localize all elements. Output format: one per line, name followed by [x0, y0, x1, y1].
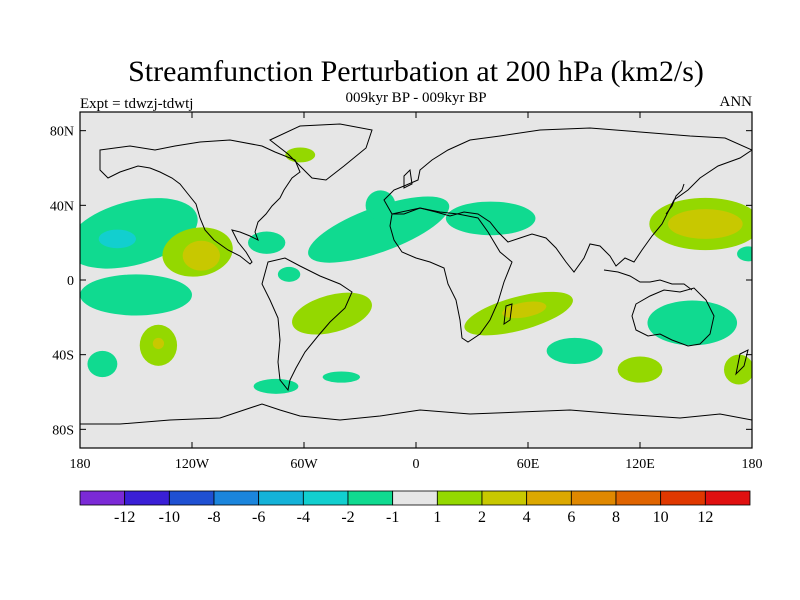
colorbar-label-5: -2	[341, 509, 354, 526]
colorbar-box-8	[436, 490, 483, 506]
colorbar-label-13: 12	[697, 509, 713, 526]
plot-background	[80, 112, 752, 448]
anomaly-region-14	[87, 350, 118, 378]
colorbar-label-9: 4	[523, 509, 531, 526]
colorbar-box-2	[168, 490, 215, 506]
colorbar-box-13	[660, 490, 706, 506]
colorbar-box-10	[526, 490, 572, 506]
x-tick-label-3: 0	[413, 457, 420, 472]
anomaly-region-18	[502, 301, 547, 319]
x-tick-label-5: 120E	[625, 457, 655, 472]
anomaly-region-7	[308, 196, 450, 263]
anomaly-region-3	[182, 240, 220, 271]
anomaly-region-10	[285, 147, 316, 163]
colorbar-label-6: -1	[386, 509, 399, 526]
anomaly-region-1	[98, 229, 136, 249]
y-tick-label-1: 40N	[50, 199, 74, 214]
colorbar-label-3: -6	[252, 509, 265, 526]
season-label: ANN	[720, 94, 753, 110]
colorbar-box-12	[615, 490, 662, 506]
x-tick-label-1: 120W	[175, 457, 210, 472]
y-tick-label-2: 0	[67, 274, 74, 289]
colorbar-box-7	[392, 490, 438, 506]
anomaly-region-6	[277, 266, 301, 282]
coastlines	[80, 123, 752, 425]
chart-title: Streamfunction Perturbation at 200 hPa (…	[128, 55, 704, 88]
colorbar-box-11	[570, 490, 617, 506]
colorbar-label-7: 1	[433, 509, 441, 526]
colorbar-label-4: -4	[297, 509, 310, 526]
colorbar-label-2: -8	[207, 509, 220, 526]
map-plot-area	[79, 111, 753, 449]
anomaly-regions	[80, 147, 752, 394]
x-tick-label-4: 60E	[517, 457, 540, 472]
colorbar-box-9	[481, 490, 528, 506]
colorbar-label-12: 10	[653, 509, 669, 526]
colorbar-box-6	[347, 490, 394, 506]
anomaly-region-19	[546, 337, 603, 364]
x-tick-label-2: 60W	[290, 457, 318, 472]
colorbar-box-1	[124, 490, 170, 506]
y-tick-label-3: 40S	[52, 349, 74, 364]
anomaly-region-15	[253, 378, 299, 394]
anomaly-region-25	[737, 246, 752, 262]
colorbar-box-4	[258, 490, 304, 506]
colorbar-box-5	[302, 490, 349, 506]
y-tick-label-4: 80S	[52, 423, 74, 438]
anomaly-region-4	[80, 274, 192, 316]
colorbar-label-10: 6	[567, 509, 575, 526]
x-tick-label-6: 180	[742, 457, 763, 472]
experiment-label: Expt = tdwzj-tdwtj	[80, 96, 193, 112]
colorbar-label-1: -10	[159, 509, 180, 526]
anomaly-region-13	[152, 337, 164, 350]
anomaly-region-9	[445, 201, 536, 236]
colorbar-box-14	[704, 490, 751, 506]
anomaly-region-5	[247, 231, 286, 254]
x-tick-label-0: 180	[70, 457, 91, 472]
colorbar-label-8: 2	[478, 509, 486, 526]
anomaly-region-8	[365, 190, 396, 221]
y-tick-label-0: 80N	[50, 125, 74, 140]
colorbar-box-0	[79, 490, 126, 506]
x-axis-ticks: 180 120W 60W 0 60E 120E 180	[70, 112, 763, 472]
anomaly-region-11	[292, 292, 372, 335]
anomaly-region-20	[647, 300, 738, 346]
anomaly-region-21	[617, 356, 663, 383]
colorbar-label-0: -12	[114, 509, 135, 526]
colorbar-box-3	[213, 490, 260, 506]
colorbar-label-11: 8	[612, 509, 620, 526]
y-axis-ticks: 80N 40N 0 40S 80S	[50, 125, 752, 438]
period-label: 009kyr BP - 009kyr BP	[345, 90, 486, 106]
colorbar: -12 -10 -8 -6 -4 -2 -1 1 2 4 6 8 10 12	[79, 490, 751, 526]
anomaly-region-24	[668, 209, 743, 239]
anomaly-region-16	[322, 371, 361, 383]
